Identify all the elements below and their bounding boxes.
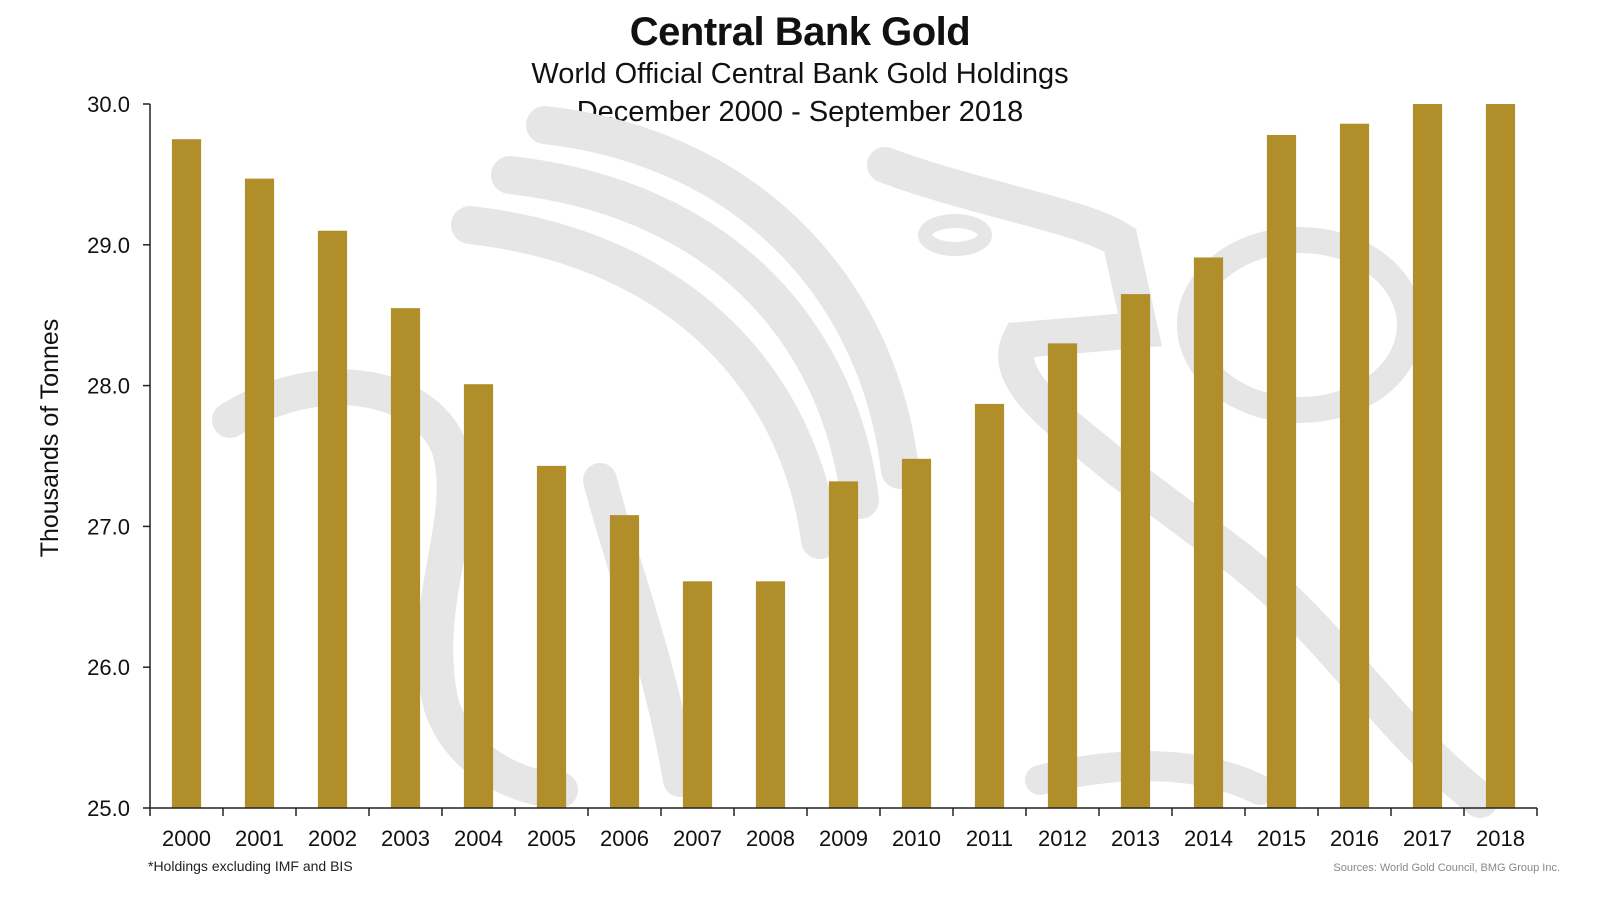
- y-tick-label: 28.0: [87, 374, 130, 399]
- bar-2003: [390, 308, 421, 808]
- bar-2000: [171, 139, 202, 808]
- x-tick-label: 2016: [1330, 826, 1379, 851]
- bar-2018: [1485, 104, 1516, 808]
- y-tick-label: 30.0: [87, 92, 130, 117]
- bar-2017: [1412, 104, 1443, 808]
- bar-2005: [536, 465, 567, 808]
- y-axis-label: Thousands of Tonnes: [36, 319, 64, 558]
- bar-2001: [244, 178, 275, 808]
- y-tick-label: 27.0: [87, 514, 130, 539]
- x-tick-label: 2000: [162, 826, 211, 851]
- x-tick-label: 2014: [1184, 826, 1233, 851]
- bar-2006: [609, 515, 640, 808]
- x-tick-label: 2015: [1257, 826, 1306, 851]
- x-tick-label: 2007: [673, 826, 722, 851]
- x-tick-label: 2004: [454, 826, 503, 851]
- x-tick-label: 2008: [746, 826, 795, 851]
- x-tick-label: 2003: [381, 826, 430, 851]
- x-tick-label: 2012: [1038, 826, 1087, 851]
- y-tick-label: 29.0: [87, 233, 130, 258]
- chart-date-range: December 2000 - September 2018: [576, 96, 1024, 128]
- x-tick-label: 2002: [308, 826, 357, 851]
- y-tick-label: 25.0: [87, 796, 130, 821]
- x-tick-label: 2006: [600, 826, 649, 851]
- bar-2002: [317, 230, 348, 809]
- bar-2012: [1047, 343, 1078, 808]
- bar-2016: [1339, 123, 1370, 809]
- x-tick-label: 2018: [1476, 826, 1525, 851]
- bar-2013: [1120, 294, 1151, 809]
- y-tick-label: 26.0: [87, 655, 130, 680]
- footnote: *Holdings excluding IMF and BIS: [148, 858, 353, 874]
- bar-2009: [828, 481, 859, 808]
- bar-2015: [1266, 134, 1297, 808]
- chart-title: Central Bank Gold: [629, 10, 971, 54]
- bar-2004: [463, 384, 494, 808]
- x-tick-label: 2017: [1403, 826, 1452, 851]
- x-tick-label: 2011: [966, 826, 1013, 851]
- bar-2007: [682, 581, 713, 808]
- x-tick-label: 2001: [235, 826, 284, 851]
- x-tick-label: 2010: [892, 826, 941, 851]
- bar-2010: [901, 458, 932, 808]
- bar-2011: [974, 403, 1005, 808]
- bar-2014: [1193, 257, 1224, 808]
- sources-note: Sources: World Gold Council, BMG Group I…: [1333, 862, 1560, 874]
- x-tick-label: 2005: [527, 826, 576, 851]
- bar-2008: [755, 581, 786, 808]
- x-tick-label: 2013: [1111, 826, 1160, 851]
- chart-subtitle: World Official Central Bank Gold Holding…: [531, 58, 1069, 90]
- x-tick-label: 2009: [819, 826, 868, 851]
